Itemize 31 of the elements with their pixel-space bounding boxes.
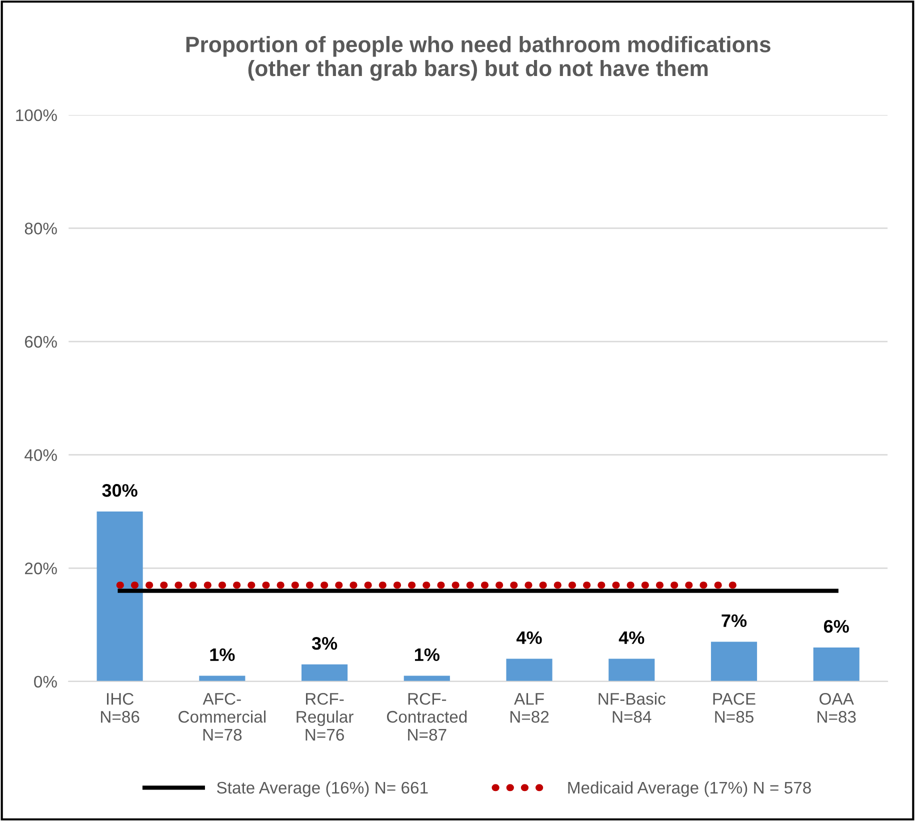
- bar: [608, 658, 655, 682]
- x-tick-label: IHC N=86: [101, 692, 140, 723]
- x-tick-label: OAA N=83: [818, 692, 856, 723]
- data-label: 30%: [102, 484, 138, 497]
- data-label: 7%: [722, 614, 747, 628]
- x-tick-label: RCF- Contracted N=87: [386, 692, 467, 741]
- data-label: 4%: [516, 631, 542, 644]
- chart-title: Proportion of people who need bathroom modifications (other than grab bars) but do not have them: [186, 36, 770, 81]
- x-tick-label: PACE N=85: [713, 692, 756, 723]
- x-tick-label: RCF- Regular N=76: [296, 692, 354, 741]
- data-label: 4%: [618, 631, 644, 644]
- legend-label: State Average (16%) N= 661: [216, 781, 428, 797]
- x-tick-label: AFC- Commercial N=78: [178, 692, 266, 741]
- data-label: 1%: [210, 648, 235, 662]
- y-tick-label: 40%: [24, 449, 57, 462]
- bar: [710, 642, 758, 682]
- y-tick-label: 100%: [16, 109, 57, 122]
- y-tick-label: 60%: [25, 336, 57, 348]
- data-label: 6%: [824, 620, 849, 633]
- y-tick-label: 80%: [24, 222, 57, 234]
- bar: [506, 658, 552, 682]
- bar: [813, 647, 860, 682]
- legend-label: Medicaid Average (17%) N = 578: [568, 781, 811, 797]
- data-label: 1%: [414, 648, 440, 662]
- bar: [302, 664, 348, 682]
- x-tick-label: ALF N=82: [510, 693, 549, 723]
- y-tick-label: 20%: [24, 562, 57, 574]
- data-label: 3%: [312, 636, 338, 650]
- y-tick-label: 0%: [34, 676, 57, 688]
- bar: [96, 511, 143, 682]
- x-tick-label: NF-Basic N=84: [598, 692, 666, 723]
